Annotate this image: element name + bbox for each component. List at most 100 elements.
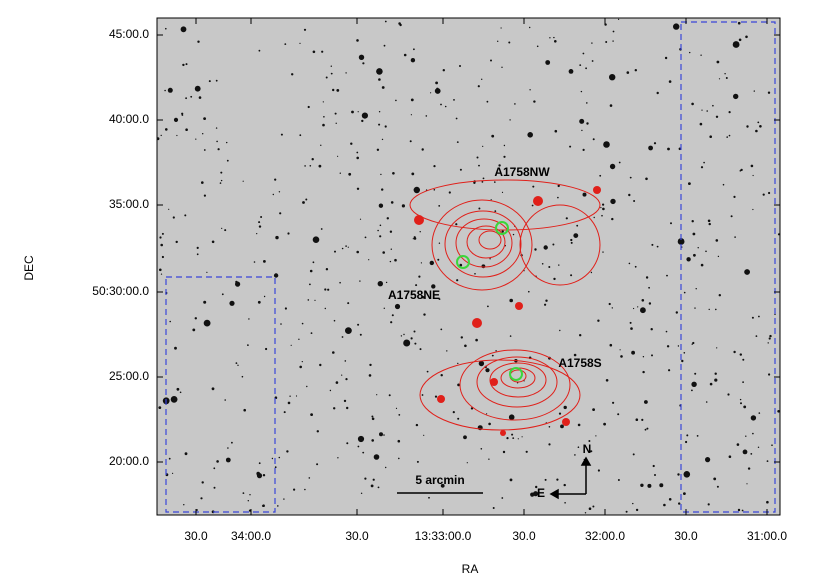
star — [713, 477, 717, 481]
star — [362, 451, 365, 454]
star — [231, 441, 233, 444]
star — [423, 313, 426, 316]
star — [304, 488, 306, 491]
star — [570, 238, 573, 242]
star — [769, 334, 772, 338]
star — [752, 174, 754, 177]
star — [703, 161, 705, 164]
star — [346, 442, 349, 445]
star — [341, 247, 344, 250]
star — [419, 348, 422, 351]
star — [403, 339, 411, 347]
star — [617, 413, 620, 416]
star — [629, 176, 632, 179]
star — [599, 174, 602, 177]
star — [299, 134, 302, 137]
star — [529, 26, 531, 29]
y-tick-label: 35:00.0 — [109, 197, 149, 211]
star — [403, 53, 407, 57]
star — [492, 507, 495, 509]
x-tick-label: 30.0 — [184, 529, 208, 543]
star — [582, 148, 585, 151]
star — [652, 464, 655, 468]
star — [553, 36, 555, 39]
star — [699, 122, 703, 126]
star — [502, 450, 506, 454]
star — [726, 136, 728, 138]
star — [452, 411, 455, 414]
star — [371, 415, 374, 418]
star — [371, 417, 375, 421]
star — [436, 87, 439, 91]
star — [200, 497, 203, 500]
star — [602, 207, 605, 211]
star — [359, 218, 362, 220]
star — [591, 42, 593, 44]
star — [169, 320, 171, 323]
star — [437, 258, 440, 261]
star — [457, 383, 460, 387]
star — [206, 271, 208, 273]
star — [758, 412, 761, 414]
star — [291, 73, 294, 76]
star — [435, 81, 438, 85]
star — [253, 261, 256, 263]
star — [215, 79, 218, 82]
star — [531, 204, 534, 207]
star — [644, 400, 648, 404]
star — [691, 389, 693, 392]
star — [509, 298, 513, 303]
star — [168, 457, 171, 460]
star — [728, 455, 732, 459]
star — [706, 110, 708, 112]
star — [697, 247, 699, 249]
star — [618, 161, 621, 164]
star — [384, 125, 387, 128]
star — [579, 334, 582, 337]
star — [168, 208, 170, 210]
star — [390, 201, 394, 204]
star — [289, 395, 291, 397]
star — [744, 269, 750, 275]
star — [727, 393, 730, 396]
star — [654, 474, 656, 476]
star — [740, 402, 742, 405]
star — [544, 478, 547, 481]
star — [197, 40, 200, 43]
star — [565, 217, 568, 220]
star — [380, 173, 382, 176]
star — [545, 60, 551, 65]
star — [663, 503, 666, 507]
star — [457, 417, 460, 420]
star — [705, 457, 711, 463]
star — [609, 163, 616, 170]
star — [577, 423, 581, 427]
star — [692, 232, 696, 236]
star — [757, 446, 760, 448]
star — [634, 69, 637, 72]
star — [633, 307, 635, 310]
star — [650, 328, 653, 331]
star — [378, 123, 381, 126]
star — [568, 69, 574, 74]
star — [392, 172, 395, 175]
star — [678, 502, 681, 505]
star — [503, 144, 506, 147]
star — [368, 259, 370, 261]
star — [648, 286, 650, 289]
star — [591, 60, 594, 62]
annotation: A1758S — [558, 356, 601, 370]
star — [350, 142, 353, 145]
star — [717, 255, 720, 258]
star — [609, 104, 613, 107]
star — [603, 141, 610, 148]
star — [511, 433, 514, 436]
star — [625, 510, 628, 513]
star — [745, 435, 747, 437]
star — [497, 40, 499, 42]
star — [438, 242, 441, 244]
star — [159, 268, 162, 272]
star — [263, 260, 266, 263]
star — [286, 450, 289, 453]
star — [249, 494, 251, 496]
